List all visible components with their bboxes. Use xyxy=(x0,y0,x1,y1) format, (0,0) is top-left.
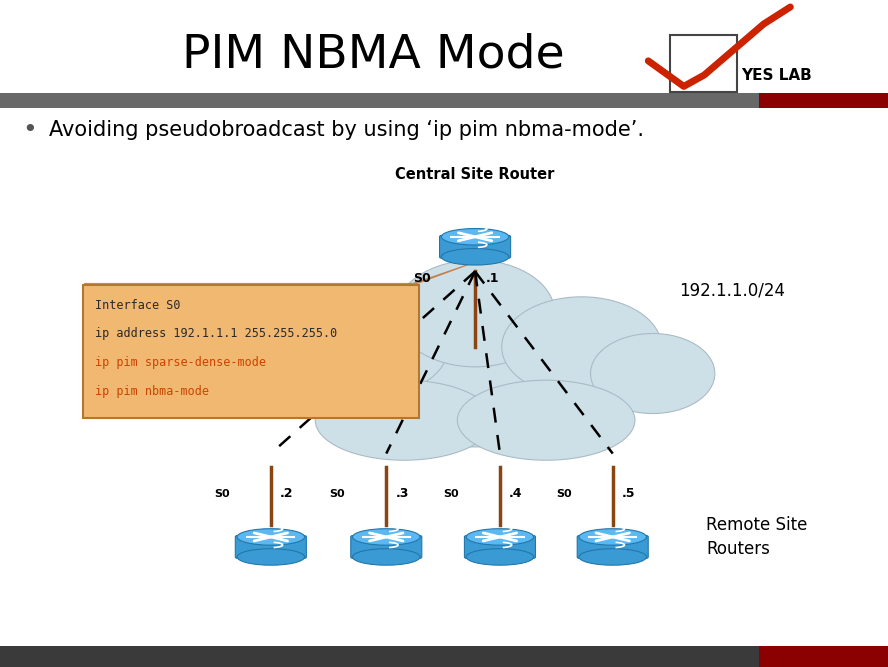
FancyBboxPatch shape xyxy=(440,235,511,258)
Bar xyxy=(0,93,759,108)
Ellipse shape xyxy=(235,334,360,414)
Text: S0: S0 xyxy=(443,489,459,498)
FancyBboxPatch shape xyxy=(235,536,306,558)
Text: Central Site Router: Central Site Router xyxy=(395,167,555,182)
Bar xyxy=(0,108,888,647)
Bar xyxy=(670,35,737,92)
FancyBboxPatch shape xyxy=(83,285,419,418)
Ellipse shape xyxy=(579,529,646,545)
Text: ip pim sparse-dense-mode: ip pim sparse-dense-mode xyxy=(95,356,266,369)
Ellipse shape xyxy=(237,529,305,545)
Ellipse shape xyxy=(441,229,509,245)
Text: •: • xyxy=(22,118,37,142)
Text: .1: .1 xyxy=(486,271,500,285)
Text: .5: .5 xyxy=(622,487,636,500)
FancyBboxPatch shape xyxy=(464,536,535,558)
Ellipse shape xyxy=(441,249,509,265)
Text: PIM NBMA Mode: PIM NBMA Mode xyxy=(182,32,564,77)
Bar xyxy=(759,646,888,667)
Text: S0: S0 xyxy=(413,271,431,285)
Text: Avoiding pseudobroadcast by using ‘ip pim nbma-mode’.: Avoiding pseudobroadcast by using ‘ip pi… xyxy=(49,120,644,140)
Ellipse shape xyxy=(289,297,448,397)
Bar xyxy=(0,646,759,667)
Ellipse shape xyxy=(395,260,555,367)
Text: ip address 192.1.1.1 255.255.255.0: ip address 192.1.1.1 255.255.255.0 xyxy=(95,327,337,340)
Ellipse shape xyxy=(315,327,635,447)
Text: .4: .4 xyxy=(509,487,523,500)
Ellipse shape xyxy=(591,334,715,414)
Text: S0: S0 xyxy=(214,489,230,498)
Bar xyxy=(0,0,888,97)
Text: YES LAB: YES LAB xyxy=(741,67,813,83)
Text: .3: .3 xyxy=(395,487,409,500)
Bar xyxy=(759,93,888,108)
Text: Interface S0: Interface S0 xyxy=(95,299,180,311)
FancyBboxPatch shape xyxy=(351,536,422,558)
Text: 192.1.1.0/24: 192.1.1.0/24 xyxy=(679,281,786,299)
Ellipse shape xyxy=(237,549,305,565)
Ellipse shape xyxy=(466,549,534,565)
Ellipse shape xyxy=(466,529,534,545)
Polygon shape xyxy=(84,262,475,397)
Text: S0: S0 xyxy=(556,489,572,498)
Text: S0: S0 xyxy=(329,489,345,498)
FancyBboxPatch shape xyxy=(577,536,648,558)
Ellipse shape xyxy=(315,380,493,460)
Ellipse shape xyxy=(457,380,635,460)
Text: ip pim nbma-mode: ip pim nbma-mode xyxy=(95,385,209,398)
Ellipse shape xyxy=(579,549,646,565)
Ellipse shape xyxy=(353,549,420,565)
Ellipse shape xyxy=(353,529,420,545)
Ellipse shape xyxy=(502,297,662,397)
Text: .2: .2 xyxy=(280,487,294,500)
Text: Remote Site
Routers: Remote Site Routers xyxy=(706,516,807,558)
